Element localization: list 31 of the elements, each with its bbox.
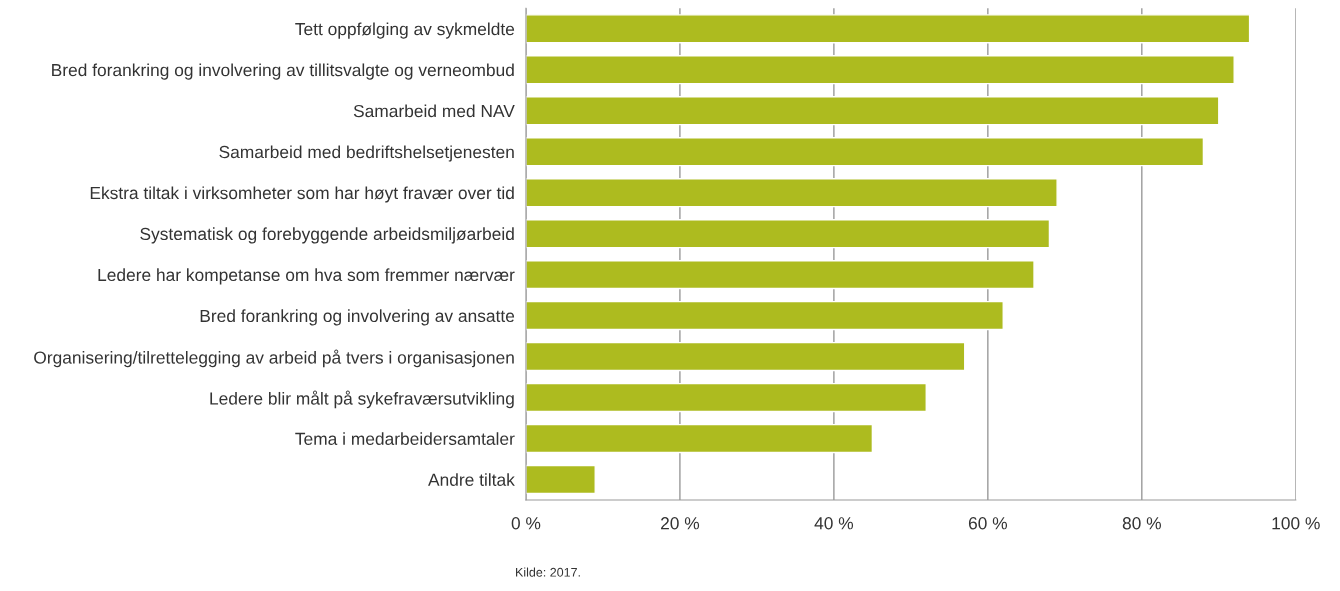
- bar: [525, 259, 1035, 290]
- x-tick-label: 60 %: [968, 517, 1008, 530]
- bar: [525, 137, 1205, 167]
- bar: [525, 14, 1251, 44]
- bar: [525, 96, 1220, 126]
- y-tick-label: Bred forankring og involvering av ansatte: [200, 309, 515, 326]
- x-tick-label: 0 %: [511, 517, 541, 530]
- y-tick-label: Systematisk og forebyggende arbeidsmiljøarbeid: [140, 227, 514, 244]
- bar: [525, 219, 1051, 249]
- y-tick-label: Bred forankring og involvering av tillitsvalgte og verneombud: [52, 63, 514, 80]
- y-tick-label: Andre tiltak: [428, 473, 515, 486]
- x-tick-label: 40 %: [814, 517, 854, 530]
- y-tick-label: Ledere blir målt på sykefraværsutvikling: [210, 390, 514, 409]
- bar: [525, 55, 1235, 85]
- bar: [525, 178, 1058, 208]
- y-tick-label: Ledere har kompetanse om hva som fremmer nærvær: [98, 268, 515, 285]
- y-tick-label: Organisering/tilrettelegging av arbeid på tvers i organisasjonen: [34, 349, 514, 368]
- x-tick-label: 100 %: [1272, 517, 1320, 530]
- bar: [525, 300, 1004, 331]
- y-tick-label: Ekstra tiltak i virksomheter som har høyt fravær over tid: [90, 186, 514, 203]
- x-tick-label: 20 %: [661, 517, 700, 530]
- y-tick-label: Samarbeid med bedriftshelsetjenesten: [219, 145, 514, 162]
- x-tick-label: 80 %: [1122, 517, 1161, 530]
- bar: [525, 423, 874, 454]
- text: Kilde: 2017.: [516, 567, 580, 577]
- y-tick-label: Samarbeid med NAV: [353, 104, 515, 118]
- bar: [525, 464, 596, 495]
- y-tick-label: Tema i medarbeidersamtaler: [295, 432, 515, 445]
- bar: [525, 341, 966, 372]
- bar: [525, 382, 927, 413]
- y-tick-label: Tett oppfølging av sykmeldte: [295, 22, 515, 39]
